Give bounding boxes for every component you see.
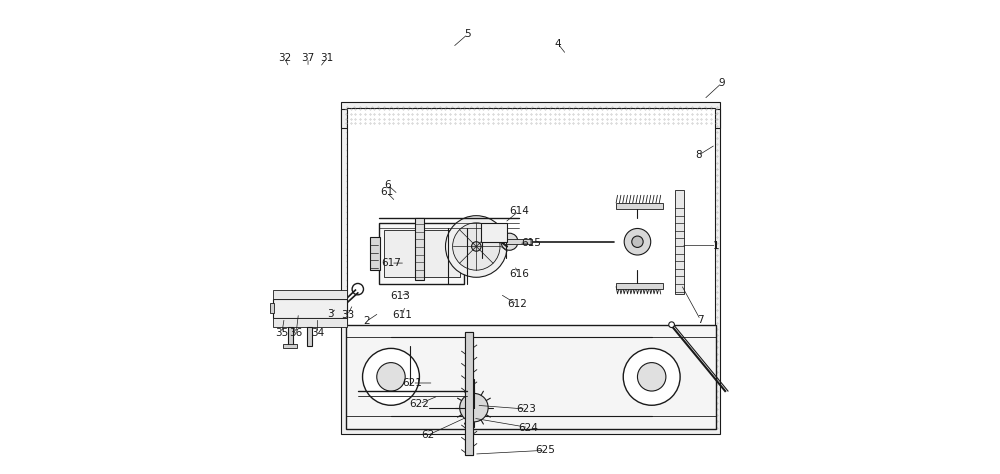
Circle shape xyxy=(445,216,507,277)
Text: 34: 34 xyxy=(311,328,324,338)
Circle shape xyxy=(632,236,643,247)
Text: 7: 7 xyxy=(697,315,704,325)
Text: 621: 621 xyxy=(402,378,422,388)
Text: 62: 62 xyxy=(421,430,435,440)
Bar xyxy=(465,332,473,455)
Bar xyxy=(273,318,347,327)
Bar xyxy=(675,190,684,294)
Text: 36: 36 xyxy=(290,328,303,338)
Bar xyxy=(270,303,274,313)
Text: 6: 6 xyxy=(384,180,391,190)
Circle shape xyxy=(669,322,674,328)
Text: 612: 612 xyxy=(507,299,527,310)
Bar xyxy=(273,290,347,299)
Text: 622: 622 xyxy=(409,399,429,409)
Text: 615: 615 xyxy=(521,238,541,248)
Text: 614: 614 xyxy=(509,206,529,216)
Text: 9: 9 xyxy=(719,78,725,88)
Text: 33: 33 xyxy=(341,310,354,320)
Bar xyxy=(370,237,380,270)
Text: 61: 61 xyxy=(380,187,393,198)
Ellipse shape xyxy=(614,211,661,273)
Text: 616: 616 xyxy=(509,269,529,279)
Bar xyxy=(379,223,464,284)
Text: 3: 3 xyxy=(327,309,334,319)
Circle shape xyxy=(623,348,680,405)
Circle shape xyxy=(637,363,666,391)
Bar xyxy=(273,299,347,318)
Bar xyxy=(346,325,716,429)
Text: 624: 624 xyxy=(519,422,538,433)
Text: 8: 8 xyxy=(695,150,701,161)
Text: 623: 623 xyxy=(516,404,536,414)
Text: 1: 1 xyxy=(713,240,720,251)
Circle shape xyxy=(624,228,651,255)
Bar xyxy=(288,327,293,346)
Text: 4: 4 xyxy=(555,38,561,49)
Bar xyxy=(347,108,715,428)
Circle shape xyxy=(377,363,405,391)
Text: 32: 32 xyxy=(278,53,291,63)
Text: 31: 31 xyxy=(320,53,334,63)
Bar xyxy=(616,203,663,209)
Text: 613: 613 xyxy=(391,291,410,301)
Text: 625: 625 xyxy=(535,445,555,456)
Bar xyxy=(481,223,507,242)
Bar xyxy=(465,332,473,455)
Text: 37: 37 xyxy=(301,53,315,63)
Text: 2: 2 xyxy=(363,316,370,327)
Circle shape xyxy=(460,393,488,422)
Bar xyxy=(415,218,424,280)
Text: 617: 617 xyxy=(381,258,401,268)
Bar xyxy=(341,102,720,434)
Bar xyxy=(616,283,663,289)
Text: 5: 5 xyxy=(464,29,471,39)
Circle shape xyxy=(363,348,419,405)
Circle shape xyxy=(453,223,500,270)
Bar xyxy=(384,230,460,277)
Circle shape xyxy=(352,283,363,295)
Bar xyxy=(307,327,312,346)
Text: 35: 35 xyxy=(275,328,289,338)
Bar xyxy=(504,239,532,244)
Circle shape xyxy=(472,242,481,251)
Text: 611: 611 xyxy=(392,310,412,320)
Bar xyxy=(341,109,720,128)
Polygon shape xyxy=(448,365,491,379)
Circle shape xyxy=(501,233,518,250)
Bar xyxy=(283,344,297,348)
